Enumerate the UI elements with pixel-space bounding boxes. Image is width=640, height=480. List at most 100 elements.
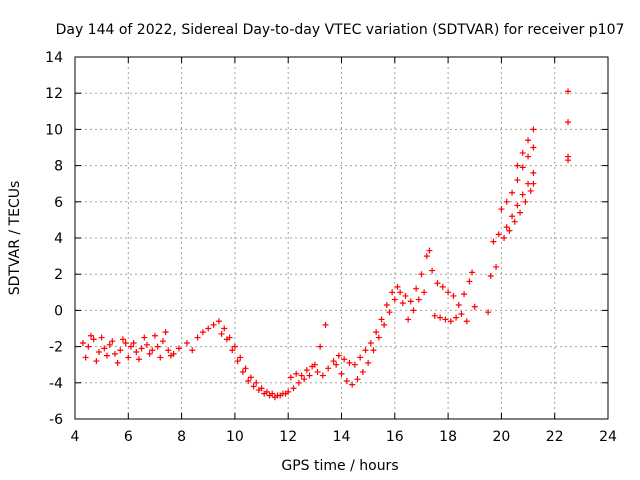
data-point — [159, 338, 166, 345]
data-point — [445, 289, 452, 296]
data-point — [530, 126, 537, 133]
x-tick-label: 22 — [546, 429, 564, 445]
data-point — [317, 343, 324, 350]
data-point — [421, 289, 428, 296]
data-point — [509, 189, 516, 196]
data-point — [525, 153, 532, 160]
y-tick-label: 2 — [54, 267, 63, 283]
data-point — [330, 358, 337, 365]
data-point — [346, 359, 353, 366]
data-points — [79, 88, 572, 401]
data-point — [514, 162, 521, 169]
data-point — [338, 370, 345, 377]
data-point — [111, 350, 118, 357]
data-point — [511, 218, 518, 225]
data-point — [282, 390, 289, 397]
x-tick-label: 8 — [177, 429, 186, 445]
data-point — [210, 321, 217, 328]
x-tick-label: 12 — [279, 429, 297, 445]
data-point — [362, 347, 369, 354]
x-tick-label: 10 — [226, 429, 244, 445]
data-point — [375, 334, 382, 341]
data-point — [103, 352, 110, 359]
y-tick-labels: -6 -4 -2 0 2 4 6 8 10 12 14 — [45, 50, 608, 428]
y-tick-label: -6 — [49, 412, 63, 428]
data-point — [298, 372, 305, 379]
data-point — [381, 321, 388, 328]
data-point — [485, 309, 492, 316]
data-point — [162, 329, 169, 336]
data-point — [373, 329, 380, 336]
data-point — [399, 300, 406, 307]
data-point — [167, 352, 174, 359]
data-point — [146, 350, 153, 357]
x-tick-label: 24 — [599, 429, 617, 445]
data-point — [245, 377, 252, 384]
data-point — [341, 356, 348, 363]
data-point — [525, 180, 532, 187]
data-point — [517, 209, 524, 216]
data-point — [90, 336, 97, 343]
data-point — [469, 269, 476, 276]
data-point — [466, 278, 473, 285]
data-point — [130, 339, 137, 346]
data-point — [117, 347, 124, 354]
data-point — [461, 291, 468, 298]
data-point — [394, 283, 401, 290]
data-point — [370, 347, 377, 354]
data-point — [143, 341, 150, 348]
data-point — [378, 316, 385, 323]
y-tick-label: -2 — [49, 340, 63, 356]
y-tick-label: 6 — [54, 195, 63, 211]
data-point — [237, 354, 244, 361]
data-point — [271, 394, 278, 401]
data-point — [407, 298, 414, 305]
y-tick-label: -4 — [49, 376, 63, 392]
data-point — [383, 301, 390, 308]
data-point — [133, 349, 140, 356]
data-point — [522, 198, 529, 205]
data-point — [127, 343, 134, 350]
data-point — [87, 332, 94, 339]
data-point — [354, 376, 361, 383]
data-point — [295, 379, 302, 386]
data-point — [506, 227, 513, 234]
data-point — [365, 359, 372, 366]
data-point — [418, 271, 425, 278]
data-point — [437, 314, 444, 321]
data-point — [450, 292, 457, 299]
y-tick-label: 14 — [45, 50, 63, 66]
data-point — [231, 343, 238, 350]
x-tick-label: 18 — [439, 429, 457, 445]
y-tick-label: 0 — [54, 303, 63, 319]
data-point — [343, 377, 350, 384]
data-point — [519, 191, 526, 198]
data-point — [367, 339, 374, 346]
data-point — [218, 330, 225, 337]
data-point — [199, 329, 206, 336]
data-point — [487, 273, 494, 280]
data-point — [357, 354, 364, 361]
data-point — [565, 157, 572, 164]
grid-lines — [75, 57, 608, 419]
y-tick-label: 12 — [45, 86, 63, 102]
data-point — [194, 334, 201, 341]
data-point — [530, 169, 537, 176]
data-point — [122, 339, 129, 346]
data-point — [301, 376, 308, 383]
data-point — [527, 187, 534, 194]
data-point — [314, 368, 321, 375]
data-point — [386, 309, 393, 316]
data-point — [114, 359, 121, 366]
data-point — [423, 253, 430, 260]
data-point — [389, 289, 396, 296]
data-point — [189, 347, 196, 354]
x-tick-label: 6 — [124, 429, 133, 445]
data-point — [253, 379, 260, 386]
data-point — [229, 347, 236, 354]
data-point — [565, 88, 572, 95]
data-point — [205, 325, 212, 332]
data-point — [493, 263, 500, 270]
y-tick-label: 10 — [45, 122, 63, 138]
data-point — [309, 363, 316, 370]
